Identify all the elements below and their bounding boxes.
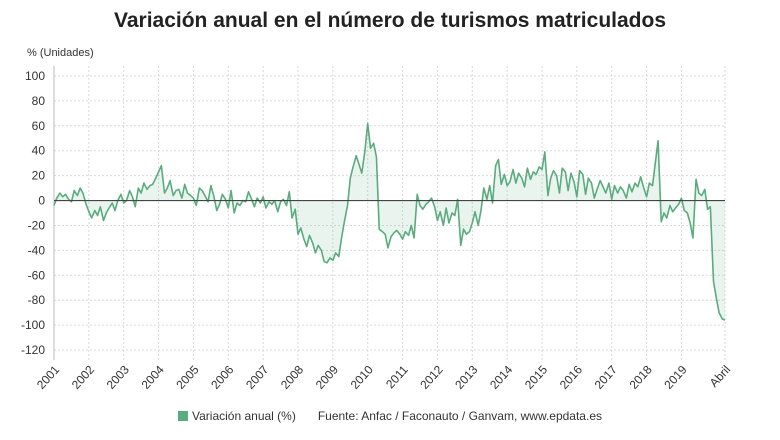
x-tick-label: 2018 (627, 362, 655, 391)
x-tick-label: 2002 (69, 362, 97, 391)
x-tick-label: 2009 (313, 362, 341, 391)
x-tick-label: 2013 (452, 362, 480, 391)
series-line-group (53, 122, 726, 321)
y-tick-label: -80 (28, 293, 46, 307)
x-tick-label: 2014 (487, 362, 515, 391)
y-tick-label: -120 (21, 343, 45, 357)
series-area-fill (54, 123, 725, 321)
x-tick-label: 2010 (348, 362, 376, 391)
grid (53, 66, 726, 360)
y-tick-label: 40 (32, 144, 46, 158)
x-tick-label: 2004 (139, 362, 167, 391)
y-tick-label: 60 (32, 119, 46, 133)
x-axis-ticks: 2001 2002 2003 2004 2005 2006 2007 2008 2009 2010… (34, 362, 733, 391)
series-line (53, 122, 726, 321)
legend-label: Variación anual (%) (192, 409, 296, 423)
x-tick-label: 2019 (661, 362, 689, 391)
x-tick-label: 2008 (278, 362, 306, 391)
y-tick-label: 20 (32, 169, 46, 183)
x-tick-label: 2016 (557, 362, 585, 391)
chart-footer: Variación anual (%) Fuente: Anfac / Facon… (0, 409, 780, 423)
x-tick-label: 2012 (417, 362, 445, 391)
x-tick-label: 2017 (592, 362, 620, 391)
x-tick-label: Abril (707, 363, 733, 390)
x-tick-label: 2007 (243, 362, 271, 391)
y-tick-label: -20 (28, 218, 46, 232)
y-axis-label: % (Unidades) (27, 47, 94, 59)
y-axis-ticks: 100 80 60 40 20 0 -20 -40 -60 -80 -100 -120 (21, 69, 45, 357)
y-tick-label: 80 (32, 94, 46, 108)
y-tick-label: -60 (28, 268, 46, 282)
chart-title: Variación anual en el número de turismos… (114, 9, 666, 32)
x-tick-label: 2001 (34, 362, 62, 391)
y-tick-label: -40 (28, 243, 46, 257)
x-tick-label: 2011 (383, 362, 411, 391)
x-tick-label: 2003 (104, 362, 132, 391)
x-tick-label: 2006 (208, 362, 236, 391)
series-area (54, 123, 725, 321)
source-note: Fuente: Anfac / Faconauto / Ganvam, www.… (317, 409, 602, 423)
legend-swatch (178, 411, 188, 421)
y-tick-label: 0 (38, 194, 45, 208)
y-tick-label: 100 (25, 69, 45, 83)
y-tick-label: -100 (21, 318, 45, 332)
x-tick-label: 2005 (173, 362, 201, 391)
x-tick-label: 2015 (522, 362, 550, 391)
